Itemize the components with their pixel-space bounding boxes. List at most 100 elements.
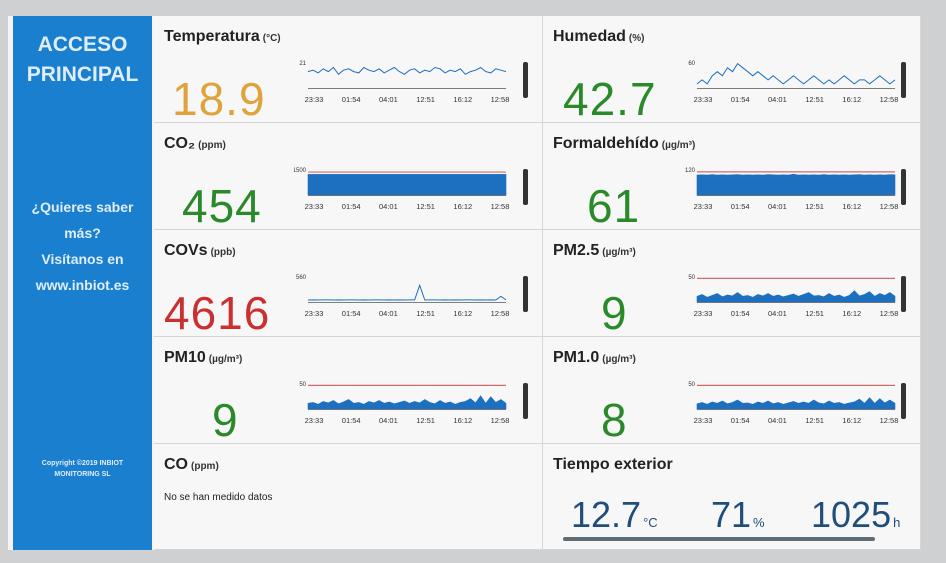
weather-scrollbar[interactable] (563, 537, 875, 541)
series-area (307, 395, 507, 410)
chart-x-tick: 01:54 (731, 95, 750, 104)
chart-x-tick: 04:01 (768, 309, 787, 318)
copyright-line: Copyright ©2019 INBIOT (41, 460, 124, 467)
metric-label: PM10 (µg/m³) (164, 349, 243, 366)
chart-scrollbar[interactable] (901, 62, 906, 98)
chart-y-tick: 560 (296, 275, 307, 281)
chart-x-tick: 04:01 (379, 202, 398, 211)
chart-x-tick: 16:12 (453, 309, 472, 318)
chart-x-tick: 16:12 (453, 95, 472, 104)
metric-chart: 50 23:33 01:54 04:01 12:51 16:12 12:58 (688, 382, 899, 425)
chart-y-tick: 60 (688, 61, 695, 67)
metric-card-pm25[interactable]: PM2.5 (µg/m³) 9 50 23:33 01:54 04:01 12:51 16:… (543, 230, 921, 337)
metric-label: Formaldehído (µg/m³) (553, 135, 696, 152)
metric-card-pm1[interactable]: PM1.0 (µg/m³) 8 50 23:33 01:54 04:01 12:51 16:… (543, 337, 921, 444)
sidebar-title-line: PRINCIPAL (26, 63, 139, 86)
chart-x-tick: 04:01 (379, 95, 398, 104)
weather-card[interactable]: Tiempo exterior 12.7 °C 71% 1025 h (543, 444, 921, 550)
metric-card-formaldehido[interactable]: Formaldehído (µg/m³) 61 120 23:33 01:54 04:0… (543, 123, 921, 230)
chart-x-tick: 04:01 (379, 416, 398, 425)
metric-chart: 560 23:33 01:54 04:01 12:51 16:12 12:58 (296, 275, 509, 318)
metric-chart: 50 23:33 01:54 04:01 12:51 16:12 12:58 (688, 275, 899, 318)
chart-y-tick: 50 (299, 382, 306, 388)
outdoor-temperature: 12.7 °C (571, 494, 658, 535)
chart-x-tick: 16:12 (453, 416, 472, 425)
metric-value: 4616 (164, 287, 271, 339)
chart-x-tick: 16:12 (842, 416, 861, 425)
chart-x-tick: 12:58 (491, 202, 510, 211)
chart-x-tick: 01:54 (342, 416, 361, 425)
metric-label: PM1.0 (µg/m³) (553, 349, 636, 366)
chart-x-tick: 01:54 (731, 416, 750, 425)
promo-line: más? (64, 225, 101, 241)
chart-x-tick: 12:58 (880, 202, 899, 211)
chart-x-tick: 12:51 (805, 416, 824, 425)
series-area (307, 174, 507, 196)
chart-x-tick: 23:33 (305, 95, 324, 104)
sidebar-title-line: ACCESO (37, 33, 128, 56)
chart-x-tick: 12:58 (880, 95, 899, 104)
series-area (696, 290, 896, 303)
metric-chart: 21 23:33 01:54 04:01 12:51 16:12 12:58 (299, 61, 510, 104)
dashboard-screen: ACCESO PRINCIPAL ¿Quieres saber más? Vis… (8, 16, 921, 550)
website-link[interactable]: www.inbiot.es (35, 277, 130, 293)
chart-x-tick: 23:33 (305, 416, 324, 425)
metric-card-humedad[interactable]: Humedad (%) 42.7 60 23:33 01:54 04:01 12:51 16… (543, 16, 921, 123)
metric-label: COVs (ppb) (164, 242, 236, 259)
metric-card-covs[interactable]: COVs (ppb) 4616 560 23:33 01:54 04:01 12:51 16… (154, 230, 543, 337)
chart-x-tick: 04:01 (768, 202, 787, 211)
chart-x-tick: 12:51 (805, 95, 824, 104)
main-access-link[interactable]: ACCESO PRINCIPAL (13, 30, 152, 90)
chart-x-tick: 01:54 (342, 309, 361, 318)
chart-scrollbar[interactable] (523, 169, 528, 205)
chart-x-tick: 16:12 (842, 95, 861, 104)
chart-scrollbar[interactable] (523, 383, 528, 419)
metric-card-co[interactable]: CO (ppm) No se han medido datos (154, 444, 543, 550)
chart-x-tick: 04:01 (768, 416, 787, 425)
metric-value: 8 (601, 394, 628, 446)
chart-y-tick: 1500 (294, 168, 307, 174)
metric-card-pm10[interactable]: PM10 (µg/m³) 9 50 23:33 01:54 04:01 12:51 16:1… (154, 337, 543, 444)
metric-chart: 60 23:33 01:54 04:01 12:51 16:12 12:58 (688, 61, 899, 104)
chart-x-tick: 12:51 (416, 309, 435, 318)
chart-x-tick: 04:01 (768, 95, 787, 104)
chart-scrollbar[interactable] (523, 276, 528, 312)
metric-chart: 50 23:33 01:54 04:01 12:51 16:12 12:58 (299, 382, 509, 425)
chart-x-tick: 12:58 (491, 95, 510, 104)
copyright: Copyright ©2019 INBIOT MONITORING SL (13, 458, 152, 480)
metric-value: 61 (587, 180, 641, 232)
copyright-line: MONITORING SL (54, 471, 111, 478)
weather-label: Tiempo exterior (553, 456, 673, 473)
outdoor-pressure: 1025 h (811, 494, 901, 535)
chart-x-tick: 12:58 (880, 416, 899, 425)
metric-chart: 120 23:33 01:54 04:01 12:51 16:12 12:58 (685, 168, 899, 211)
series-area (696, 173, 896, 196)
metrics-grid: Temperatura (°C) 18.9 21 23:33 01:54 04:01 12… (154, 16, 921, 550)
sidebar: ACCESO PRINCIPAL ¿Quieres saber más? Vis… (13, 16, 152, 550)
chart-x-tick: 23:33 (305, 309, 324, 318)
chart-y-tick: 50 (688, 275, 695, 281)
chart-scrollbar[interactable] (523, 62, 528, 98)
metric-value: 454 (182, 180, 262, 232)
chart-y-tick: 120 (685, 168, 696, 174)
metric-label: CO (ppm) (164, 456, 219, 473)
metric-card-temperatura[interactable]: Temperatura (°C) 18.9 21 23:33 01:54 04:01 12… (154, 16, 543, 123)
chart-x-tick: 04:01 (379, 309, 398, 318)
chart-x-tick: 12:51 (416, 202, 435, 211)
chart-x-tick: 01:54 (342, 202, 361, 211)
metric-label: PM2.5 (µg/m³) (553, 242, 636, 259)
chart-scrollbar[interactable] (901, 276, 906, 312)
chart-x-tick: 23:33 (694, 95, 713, 104)
metric-card-co2[interactable]: CO₂ (ppm) 454 1500 23:33 01:54 04:01 12:51 16:… (154, 123, 543, 230)
chart-x-tick: 12:51 (416, 416, 435, 425)
metric-label: Temperatura (°C) (164, 28, 281, 45)
chart-scrollbar[interactable] (901, 169, 906, 205)
metric-value: 9 (601, 287, 628, 339)
chart-x-tick: 12:51 (805, 202, 824, 211)
metric-value: 18.9 (172, 73, 266, 125)
chart-x-tick: 12:58 (880, 309, 899, 318)
chart-x-tick: 01:54 (342, 95, 361, 104)
series-line (307, 283, 507, 301)
chart-scrollbar[interactable] (901, 383, 906, 419)
metric-label: Humedad (%) (553, 28, 645, 45)
